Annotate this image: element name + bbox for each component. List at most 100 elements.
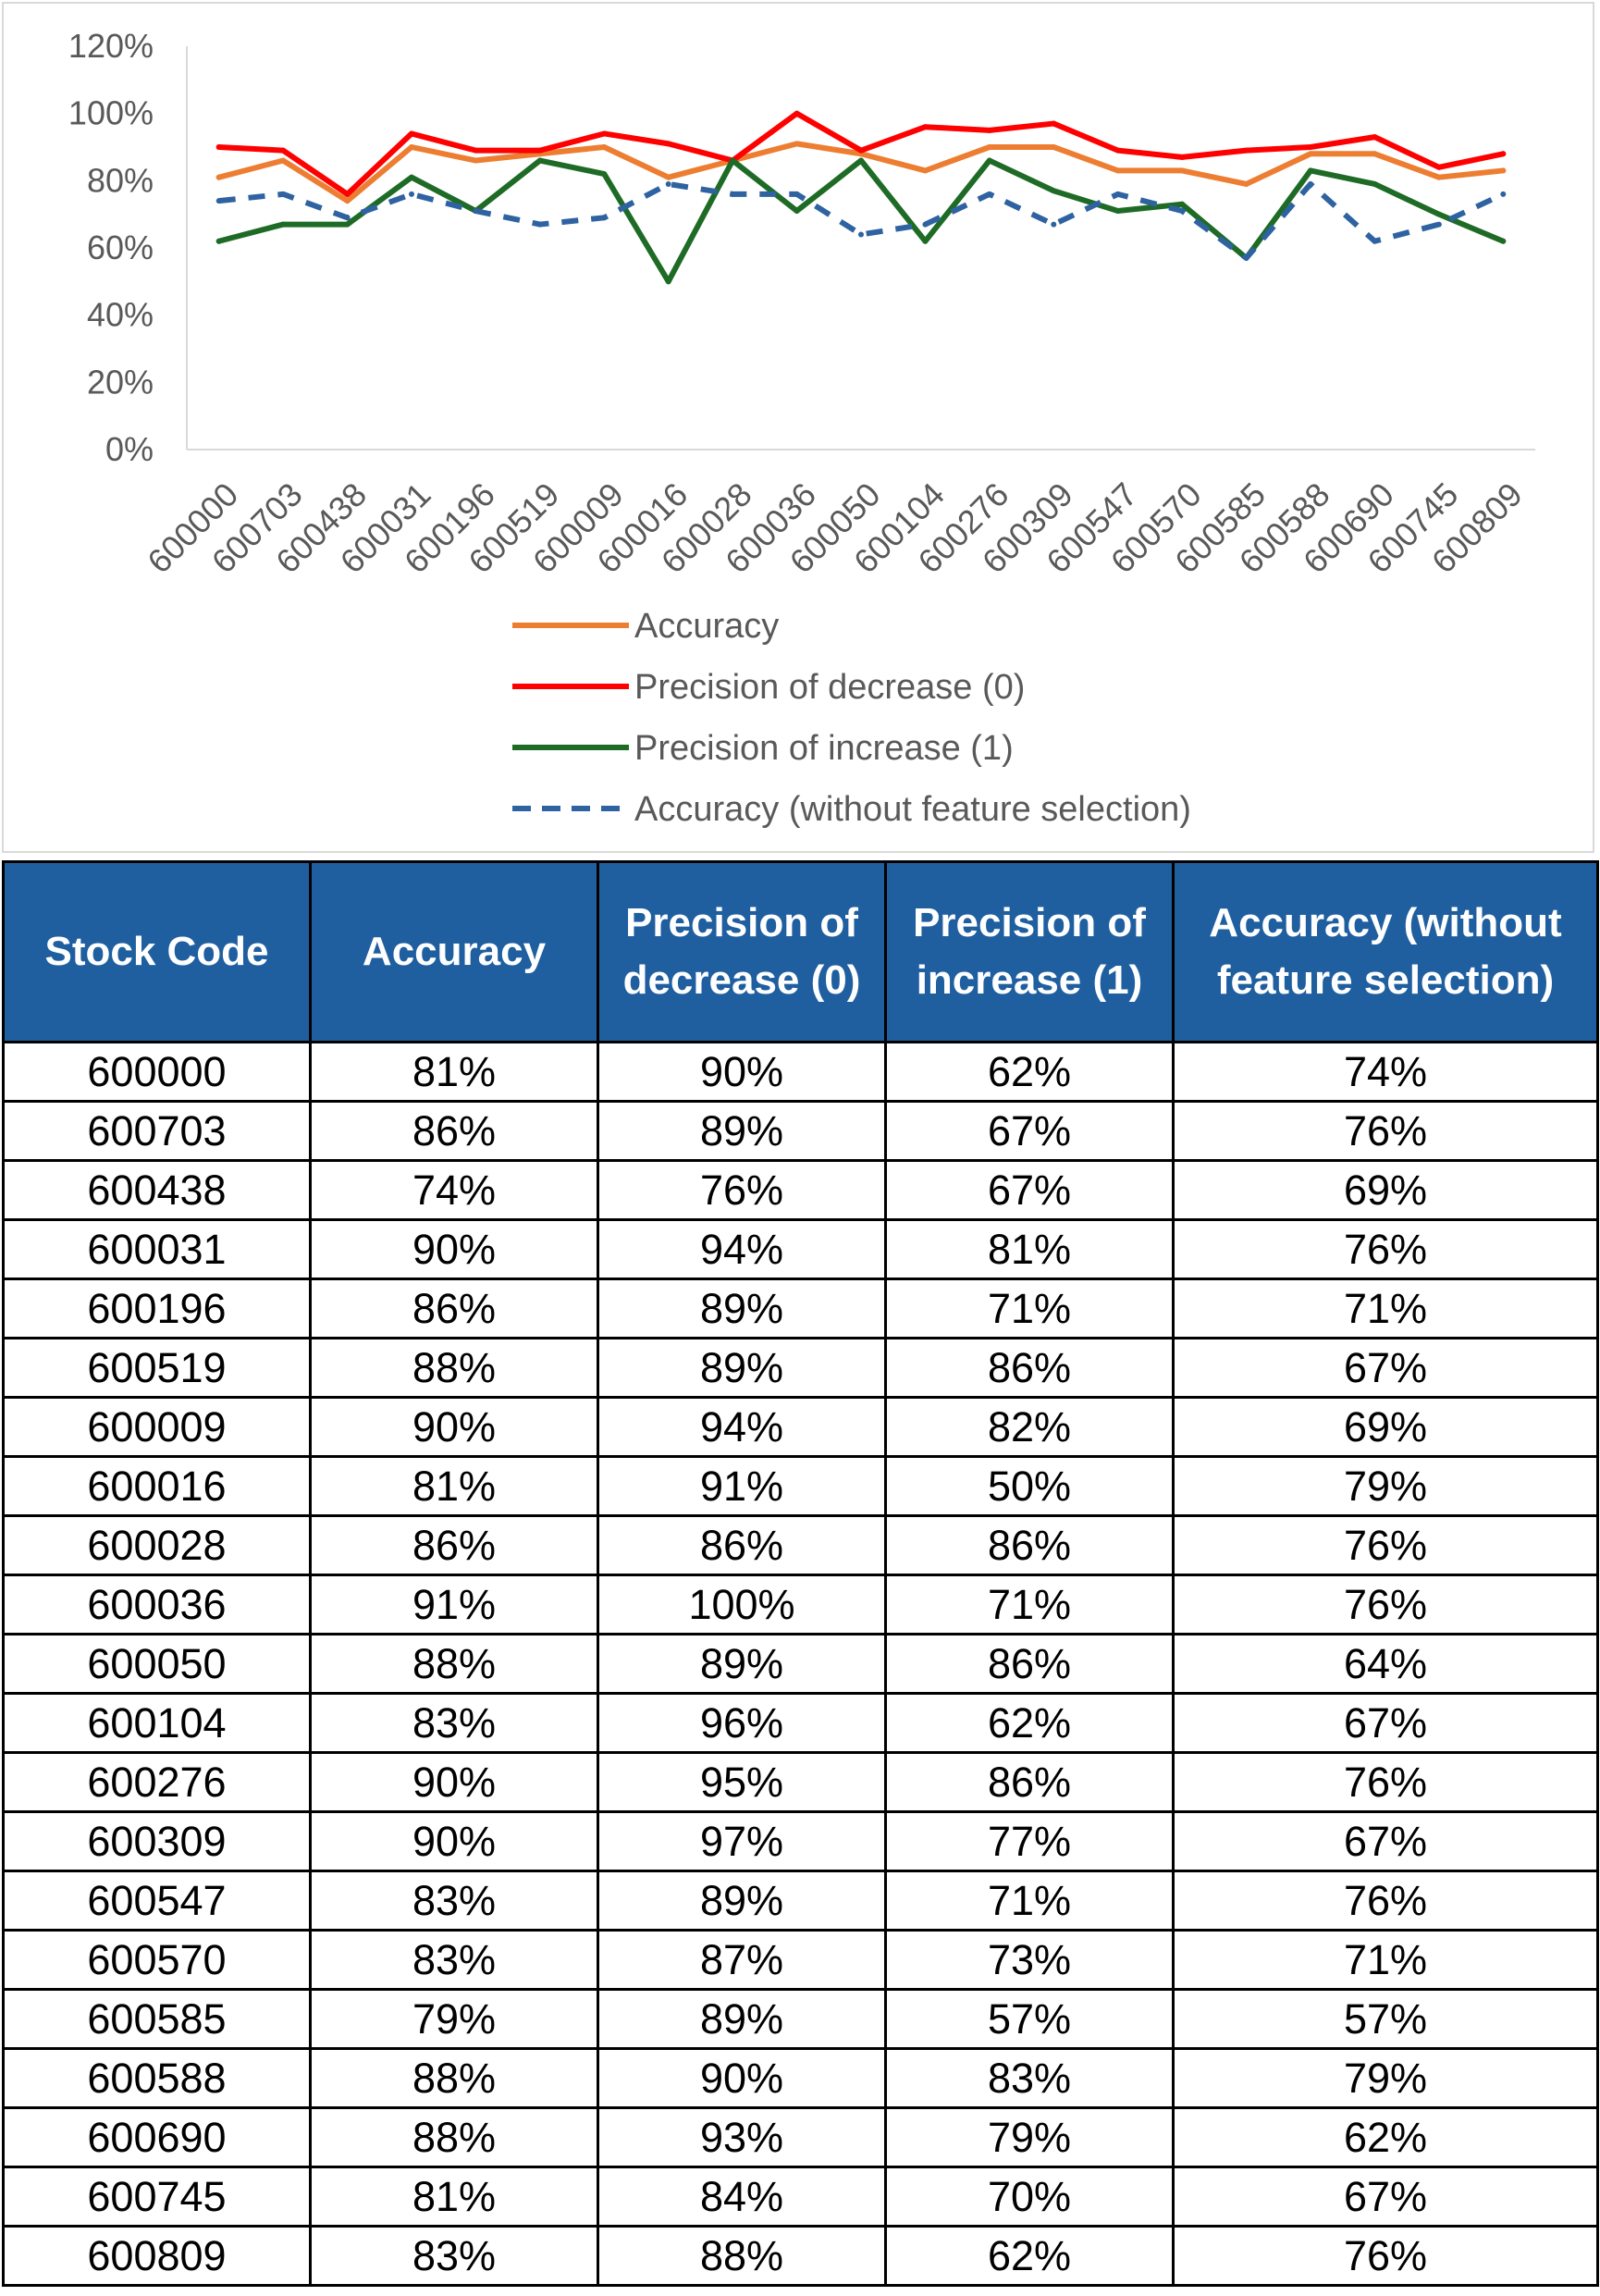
data-point [280,147,287,154]
data-point [1114,167,1121,174]
data-point [473,157,479,164]
data-point [344,198,351,204]
data-point [1308,167,1313,174]
legend-label: Accuracy (without feature selection) [634,790,1191,829]
table-cell: 81% [309,1041,599,1103]
table-cell: 600585 [2,1988,312,2050]
data-point [858,157,864,164]
table-cell: 71% [1172,1278,1599,1339]
data-point [1372,134,1378,141]
data-point [1435,174,1442,180]
data-point [1051,144,1057,150]
data-point [986,127,992,133]
data-point [1435,164,1442,170]
table-row: 600438 74% 76% 67% 69% [2,1159,1599,1221]
table-cell: 76% [1172,1100,1599,1162]
data-point [794,141,800,147]
table-cell: 76% [1172,1218,1599,1280]
table-row: 600036 91% 100% 71% 76% [2,1574,1599,1636]
column-header: Precision of increase (1) [884,860,1175,1043]
data-point [280,191,287,197]
table-cell: 71% [884,1574,1175,1636]
data-point [473,208,479,215]
table-cell: 69% [1172,1396,1599,1458]
y-tick-label: 80% [87,161,154,199]
data-point [1114,147,1121,154]
data-point [1179,208,1186,215]
table-cell: 91% [309,1574,599,1636]
data-point [794,208,800,215]
table-cell: 600036 [2,1574,312,1636]
data-point [215,144,222,150]
data-point [601,130,608,137]
table-cell: 50% [884,1455,1175,1517]
table-row: 600309 90% 97% 77% 67% [2,1810,1599,1872]
table-cell: 600276 [2,1751,312,1813]
y-tick-label: 40% [87,296,154,334]
data-point [858,147,864,154]
table-cell: 87% [597,1929,887,1991]
table-cell: 81% [884,1218,1175,1280]
data-point [409,191,414,197]
table-cell: 82% [884,1396,1175,1458]
data-point [1179,154,1186,160]
table-cell: 71% [1172,1929,1599,1991]
table-cell: 77% [884,1810,1175,1872]
table-cell: 73% [884,1929,1175,1991]
data-point [986,144,992,150]
table-cell: 600809 [2,2225,312,2287]
data-point [1372,180,1378,187]
data-point [665,180,671,187]
table-cell: 90% [309,1751,599,1813]
y-tick-label: 60% [87,228,154,266]
table-cell: 76% [1172,1514,1599,1576]
table-cell: 62% [884,2225,1175,2287]
data-point [1114,208,1121,215]
data-point [1308,151,1313,157]
data-point [1500,167,1507,174]
data-point [1308,180,1313,187]
data-point [601,144,608,150]
table-cell: 600016 [2,1455,312,1517]
table-cell: 64% [1172,1633,1599,1695]
table-cell: 79% [884,2106,1175,2168]
data-point [215,238,222,244]
line-chart: 0%20%40%60%80%100%120%600000600703600438… [68,27,1535,829]
table-cell: 67% [1172,1692,1599,1754]
data-point [280,157,287,164]
data-point [1500,151,1507,157]
table-cell: 100% [597,1574,887,1636]
table-cell: 83% [884,2047,1175,2109]
data-point [730,157,736,164]
table-cell: 67% [884,1159,1175,1221]
table-cell: 94% [597,1218,887,1280]
table-cell: 67% [1172,1337,1599,1399]
table-cell: 74% [309,1159,599,1221]
table-cell: 74% [1172,1041,1599,1103]
table-cell: 90% [309,1810,599,1872]
table-cell: 93% [597,2106,887,2168]
data-point [215,174,222,180]
y-tick-label: 0% [105,430,154,468]
data-point [1243,147,1249,154]
data-point [1372,151,1378,157]
table-cell: 67% [1172,1810,1599,1872]
table-cell: 89% [597,1988,887,2050]
table-cell: 89% [597,1870,887,1932]
data-point [794,191,800,197]
table-cell: 62% [884,1692,1175,1754]
data-point [794,110,800,117]
data-point [986,157,992,164]
table-row: 600031 90% 94% 81% 76% [2,1218,1599,1280]
data-point [409,144,414,150]
table-row: 600196 86% 89% 71% 71% [2,1278,1599,1339]
data-point [1372,238,1378,244]
data-point [1435,221,1442,228]
table-cell: 600588 [2,2047,312,2109]
table-row: 600547 83% 89% 71% 76% [2,1870,1599,1932]
table-cell: 86% [884,1751,1175,1813]
table-row: 600585 79% 89% 57% 57% [2,1988,1599,2050]
table-cell: 90% [309,1218,599,1280]
table-cell: 84% [597,2166,887,2228]
table-row: 600276 90% 95% 86% 76% [2,1751,1599,1813]
